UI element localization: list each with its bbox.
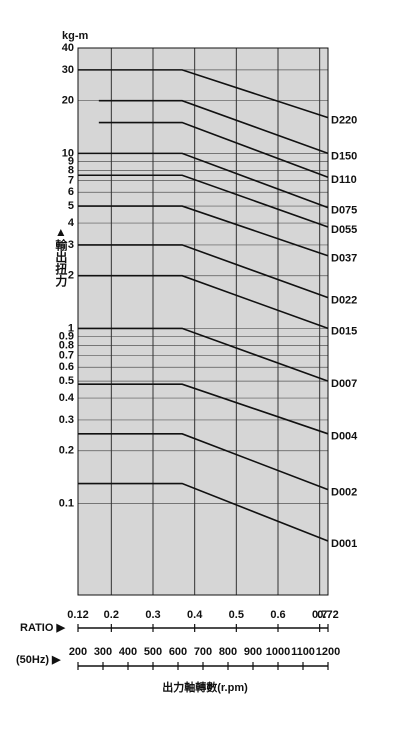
y-tick-label: 20 [62, 95, 74, 107]
y-tick-label: 10 [62, 147, 74, 159]
y-tick-label: 4 [68, 217, 75, 229]
x2-tick-label: 700 [194, 646, 212, 658]
y-tick-label: 0.5 [59, 375, 74, 387]
y-tick-label: 9 [68, 155, 74, 167]
y-tick-label: 0.3 [59, 414, 74, 426]
series-label: D002 [331, 487, 357, 499]
y-tick-label: 0.1 [59, 497, 74, 509]
x-tick-label: 0.4 [187, 609, 203, 621]
y-tick-label: 7 [68, 174, 74, 186]
series-line [78, 174, 329, 228]
series-label: D220 [331, 115, 357, 127]
x2-tick-label: 500 [144, 646, 162, 658]
series-line [78, 274, 329, 330]
series-label: D110 [331, 174, 357, 186]
x-tick-label: 0.12 [67, 609, 88, 621]
x2-axis-title: 出力軸轉數(r.pm) [162, 680, 248, 694]
x2-tick-label: 300 [94, 646, 112, 658]
plot-border [77, 47, 329, 596]
y-tick-label: 30 [62, 64, 74, 76]
y-tick-label: 3 [68, 239, 74, 251]
x2-tick-label: 1000 [266, 646, 290, 658]
x2-tick-label: 600 [169, 646, 187, 658]
series-label: D075 [331, 205, 357, 217]
x-tick-label: 0.72 [317, 609, 338, 621]
x2-tick-label: 400 [119, 646, 137, 658]
series-label: D007 [331, 378, 357, 390]
y-tick-label: 0.9 [59, 330, 74, 342]
y-tick-label: 0.4 [59, 392, 75, 404]
x-tick-label: 0.7 [312, 609, 327, 621]
x2-tick-label: 1100 [291, 646, 315, 658]
y-axis-label: ▲輸出扭力 [54, 225, 68, 288]
series-label: D001 [331, 538, 357, 550]
y-tick-label: 1 [68, 322, 74, 334]
y-tick-label: 0.2 [59, 445, 74, 457]
x2-tick-label: 800 [219, 646, 237, 658]
series-line [78, 482, 329, 542]
x-axis-label: RATIO ▶ [20, 622, 65, 634]
series-line [78, 205, 329, 257]
x2-axis-label: (50Hz) ▶ [16, 654, 61, 666]
y-tick-label: 2 [68, 270, 74, 282]
y-tick-label: 0.8 [59, 339, 74, 351]
series-line [78, 383, 329, 435]
series-line [78, 327, 329, 382]
series-label: D037 [331, 253, 357, 265]
series-label: D004 [331, 431, 358, 443]
series-label: D022 [331, 295, 357, 307]
y-tick-label: 8 [68, 164, 74, 176]
x-tick-label: 0.5 [229, 609, 244, 621]
y-unit: kg-m [62, 30, 89, 42]
series-line [78, 433, 329, 491]
series-line [78, 69, 329, 119]
series-label: D150 [331, 150, 357, 162]
x-tick-label: 0.2 [104, 609, 119, 621]
series-line [78, 244, 329, 299]
y-tick-label: 6 [68, 186, 74, 198]
x-tick-label: 0.3 [145, 609, 160, 621]
series-line [98, 121, 329, 179]
x-tick-label: 0.6 [270, 609, 285, 621]
series-line [78, 152, 329, 209]
series-label: D055 [331, 224, 357, 236]
y-tick-label: 0.6 [59, 361, 74, 373]
series-line [98, 99, 329, 155]
x2-tick-label: 200 [69, 646, 87, 658]
x2-tick-label: 1200 [316, 646, 340, 658]
series-label: D015 [331, 325, 357, 337]
x2-tick-label: 900 [244, 646, 262, 658]
y-tick-label: 5 [68, 200, 74, 212]
y-tick-label: 0.7 [59, 349, 74, 361]
y-tick-label: 40 [62, 42, 74, 54]
